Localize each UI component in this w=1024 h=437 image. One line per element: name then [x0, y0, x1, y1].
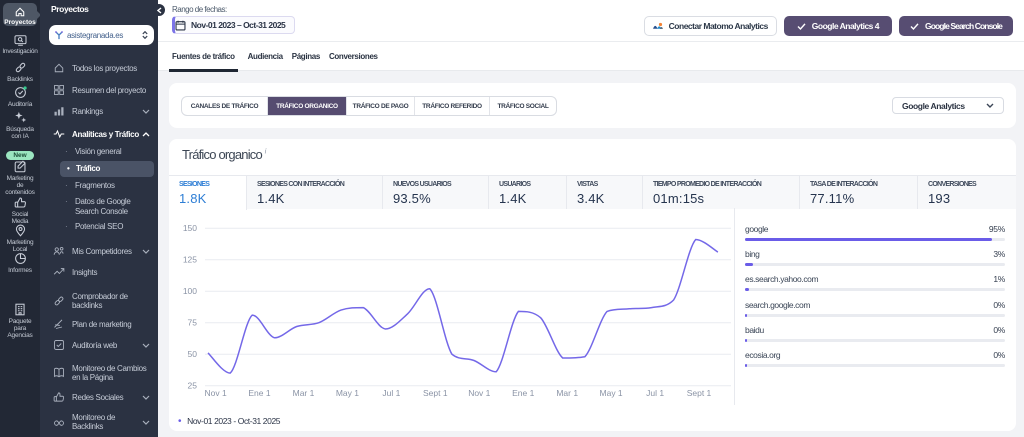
svg-text:50: 50: [188, 349, 198, 359]
svg-text:100: 100: [183, 286, 197, 296]
svg-text:May 1: May 1: [336, 388, 359, 398]
svg-text:Mar 1: Mar 1: [556, 388, 578, 398]
svg-text:Mar 1: Mar 1: [293, 388, 315, 398]
svg-text:Sept 1: Sept 1: [687, 388, 712, 398]
svg-text:May 1: May 1: [600, 388, 623, 398]
svg-text:Sept 1: Sept 1: [423, 388, 448, 398]
svg-text:150: 150: [183, 223, 197, 233]
svg-text:Ene 1: Ene 1: [248, 388, 270, 398]
svg-text:125: 125: [183, 255, 197, 265]
svg-text:Jul 1: Jul 1: [646, 388, 664, 398]
svg-text:25: 25: [188, 380, 198, 390]
svg-text:Nov 1: Nov 1: [468, 388, 490, 398]
svg-text:Jul 1: Jul 1: [382, 388, 400, 398]
svg-text:Ene 1: Ene 1: [512, 388, 534, 398]
svg-text:Nov 1: Nov 1: [204, 388, 226, 398]
svg-text:75: 75: [188, 317, 198, 327]
